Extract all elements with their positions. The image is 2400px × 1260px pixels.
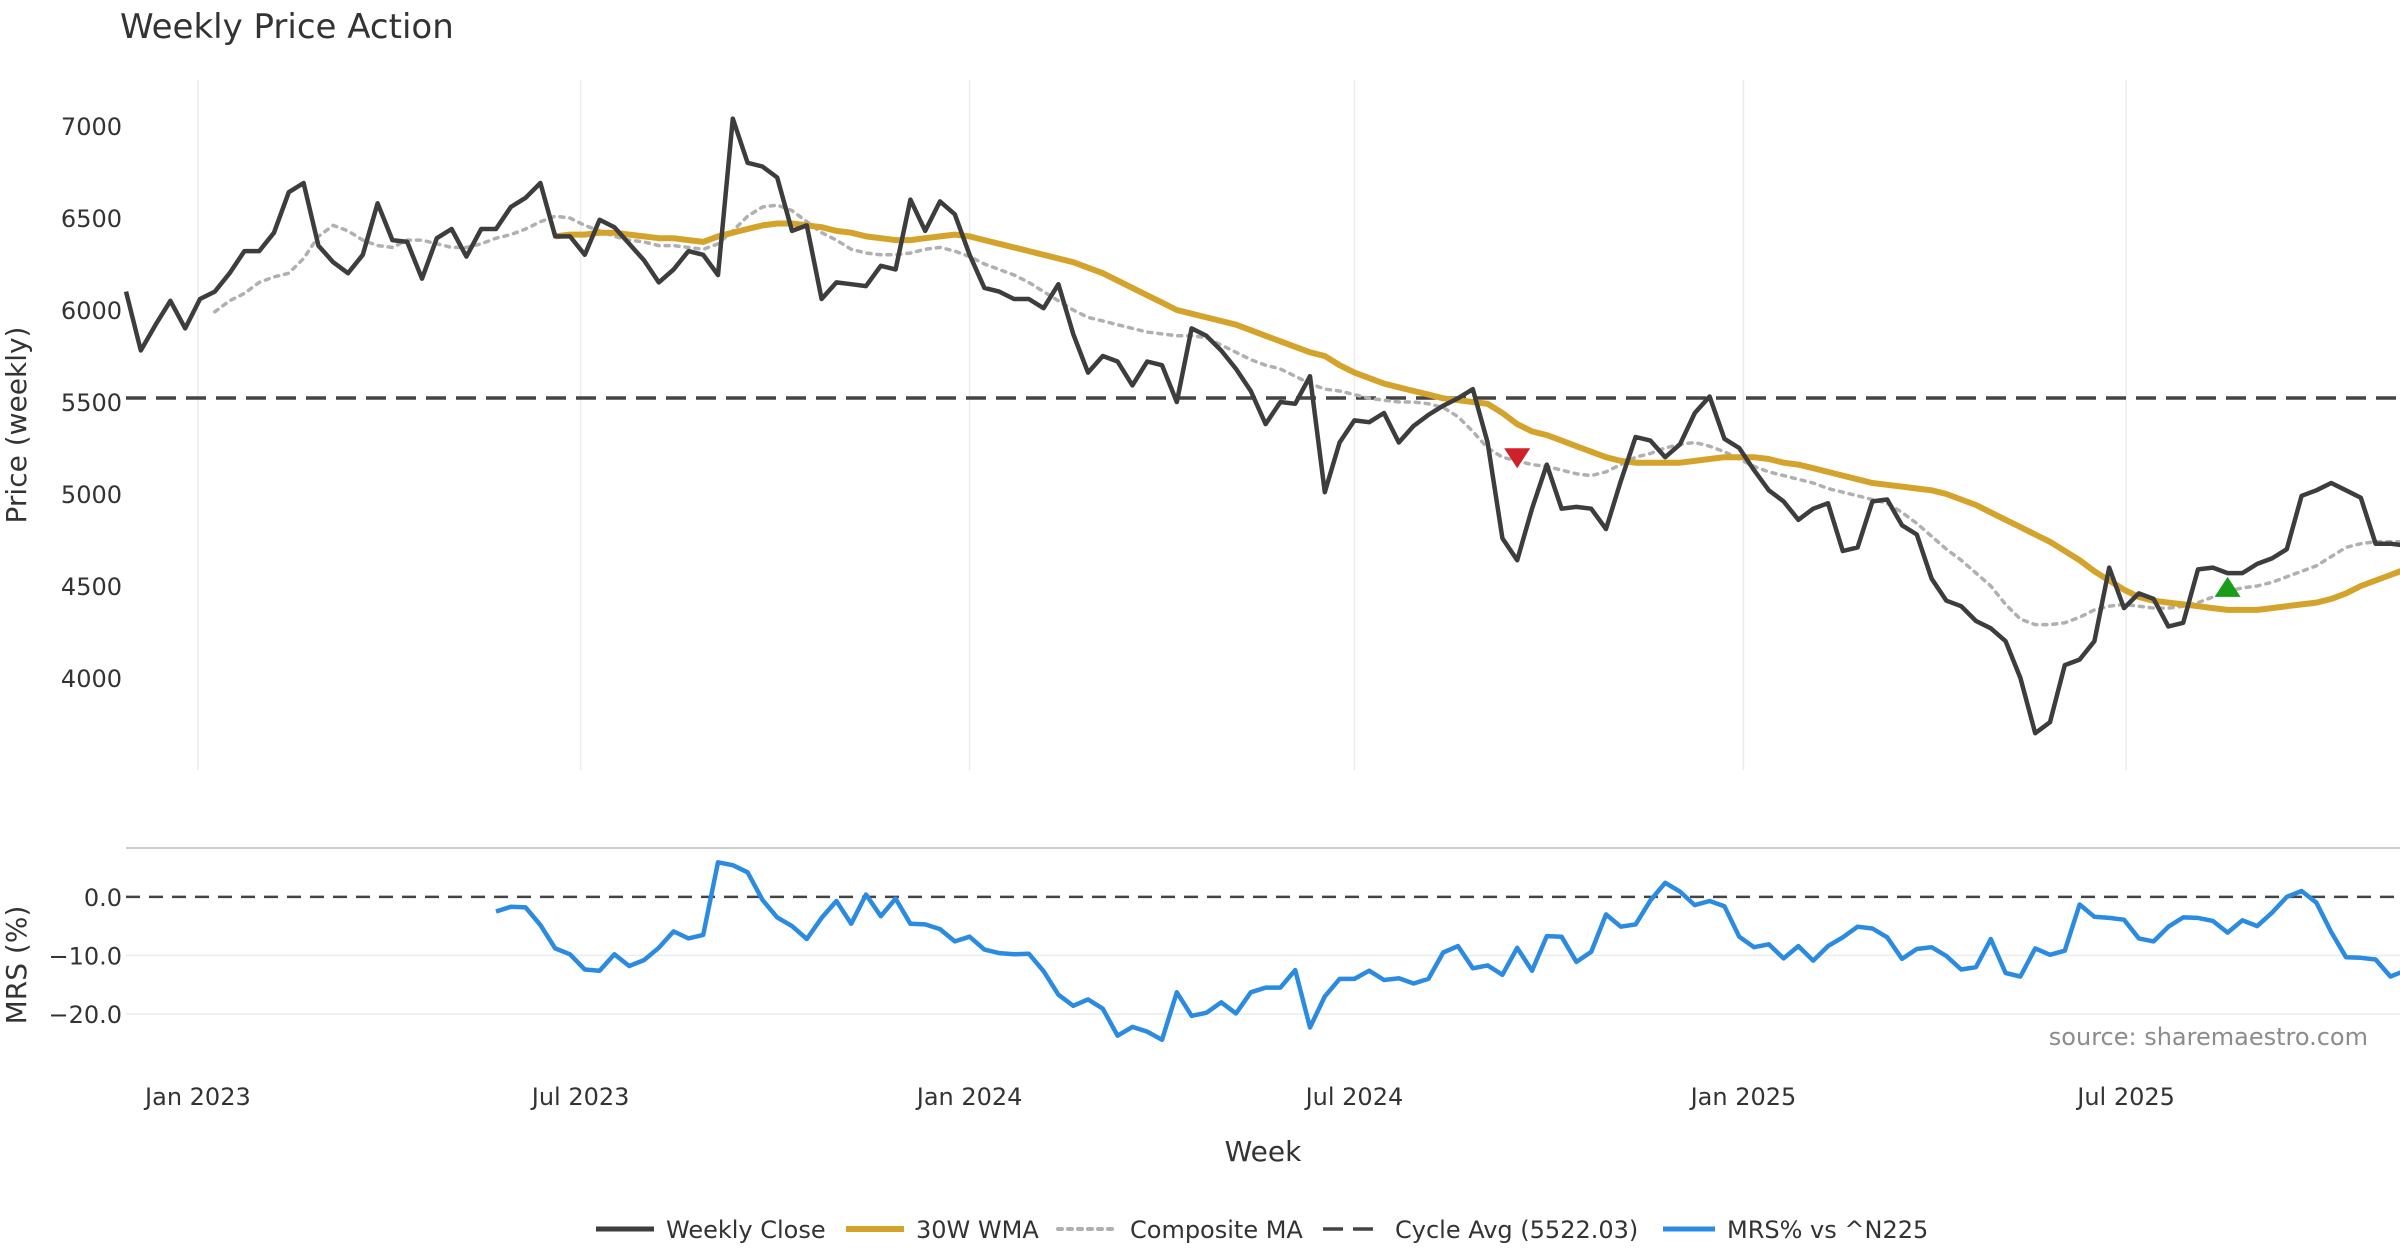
price-y-tick-label: 5500 [61, 389, 122, 417]
buy-signal-marker [2214, 576, 2241, 597]
price-y-tick-label: 6500 [61, 205, 122, 233]
price-panel: 4000 4500 5000 5500 6000 6500 7000 Price (week… [0, 80, 2400, 770]
mrs-y-tick-label: −10.0 [48, 942, 122, 970]
x-axis-label: Week [1225, 1135, 1302, 1168]
price-y-tick-label: 4000 [61, 665, 122, 693]
signal-markers [1504, 448, 2241, 597]
source-annotation: source: sharemaestro.com [2049, 1023, 2368, 1051]
x-tick-label: Jul 2025 [2075, 1083, 2175, 1111]
price-y-axis-label: Price (weekly) [0, 327, 33, 524]
x-tick-label: Jul 2024 [1304, 1083, 1404, 1111]
mrs-panel: 0.0 −10.0 −20.0 MRS (%) source: sharemaest… [0, 860, 2400, 1051]
mrs-y-tick-label: −20.0 [48, 1001, 122, 1029]
mrs-y-axis-label: MRS (%) [0, 906, 33, 1025]
price-y-ticks: 4000 4500 5000 5500 6000 6500 7000 [61, 113, 122, 693]
price-y-tick-label: 5000 [61, 481, 122, 509]
sell-signal-marker [1504, 448, 1531, 469]
x-tick-label: Jan 2024 [915, 1083, 1023, 1111]
legend-label-cycle-avg: Cycle Avg (5522.03) [1395, 1216, 1638, 1244]
price-y-tick-label: 7000 [61, 113, 122, 141]
price-y-tick-label: 6000 [61, 297, 122, 325]
legend: Weekly Close 30W WMA Composite MA Cycle … [596, 1216, 1928, 1244]
weekly-close-line [123, 116, 2400, 736]
mrs-y-tick-label: 0.0 [84, 884, 122, 912]
x-tick-label: Jan 2023 [143, 1083, 251, 1111]
price-y-tick-label: 4500 [61, 573, 122, 601]
x-tick-label: Jan 2025 [1689, 1083, 1797, 1111]
x-axis-ticks: Jan 2023 Jul 2023 Jan 2024 Jul 2024 Jan 2025… [143, 1083, 2175, 1111]
composite-ma-line [213, 203, 2400, 627]
price-gridlines [197, 80, 2127, 770]
chart-title: Weekly Price Action [120, 7, 454, 47]
legend-label-30w-wma: 30W WMA [916, 1216, 1039, 1244]
mrs-gridlines [126, 954, 2400, 1015]
legend-label-weekly-close: Weekly Close [666, 1216, 826, 1244]
mrs-y-ticks: 0.0 −10.0 −20.0 [48, 884, 122, 1029]
mrs-line [495, 860, 2400, 1043]
wma-30w-line [554, 220, 2400, 613]
x-tick-label: Jul 2023 [530, 1083, 630, 1111]
legend-label-composite-ma: Composite MA [1130, 1216, 1303, 1244]
legend-label-mrs: MRS% vs ^N225 [1727, 1216, 1928, 1244]
